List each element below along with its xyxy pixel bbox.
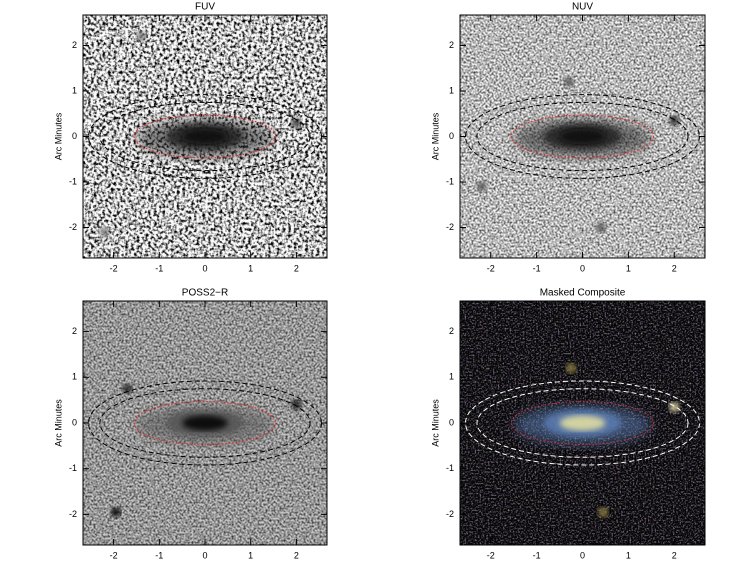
star — [669, 115, 680, 126]
panel: NUV Arc Minutes -2 -1 0 1 2 -2 -1 0 1 2 — [430, 2, 706, 273]
star — [291, 117, 302, 128]
inner-ellipse — [510, 114, 655, 159]
panel-title: POSS2−R — [182, 288, 228, 299]
y-tick-label: 0 — [449, 131, 454, 141]
y-tick-label: 2 — [72, 326, 77, 336]
star — [669, 402, 680, 413]
x-tick-label: -2 — [487, 263, 495, 273]
y-axis-label: Arc Minutes — [430, 112, 440, 160]
y-axis-label: Arc Minutes — [53, 399, 63, 447]
image — [460, 15, 705, 258]
y-tick-label: -1 — [446, 463, 454, 473]
aperture-ellipse — [476, 101, 689, 172]
x-tick-label: -2 — [110, 263, 118, 273]
star — [136, 31, 147, 42]
star — [291, 399, 302, 410]
panel-title: Masked Composite — [540, 288, 626, 299]
y-tick-label: 0 — [72, 417, 77, 427]
y-tick-label: -2 — [69, 509, 77, 519]
x-tick-label: 1 — [626, 550, 631, 560]
panel-title: FUV — [195, 2, 215, 13]
star — [563, 76, 574, 87]
galaxy-core — [182, 128, 228, 145]
star — [476, 181, 487, 192]
y-tick-label: -1 — [69, 176, 77, 186]
x-tick-label: 0 — [580, 550, 585, 560]
panel: POSS2−R Arc Minutes -2 -1 0 1 2 -2 -1 0 1 2 — [53, 288, 328, 560]
galaxy-core — [559, 415, 606, 431]
x-tick-label: 0 — [202, 263, 207, 273]
y-tick-label: 2 — [449, 40, 454, 50]
aperture-ellipse — [99, 388, 311, 458]
x-tick-label: 2 — [294, 263, 299, 273]
x-tick-label: 0 — [202, 550, 207, 560]
y-tick-label: 1 — [72, 372, 77, 382]
y-tick-label: 0 — [449, 417, 454, 427]
panel: FUV Arc Minutes -2 -1 0 1 2 -2 -1 0 1 2 — [53, 2, 328, 273]
y-axis-label: Arc Minutes — [430, 399, 440, 447]
x-tick-label: 0 — [580, 263, 585, 273]
y-tick-label: 1 — [449, 85, 454, 95]
x-tick-label: -2 — [487, 550, 495, 560]
y-tick-label: -1 — [69, 463, 77, 473]
x-tick-label: 1 — [626, 263, 631, 273]
star — [122, 383, 133, 394]
panel: Masked Composite Arc Minutes -2 -1 0 1 2 -2 -1 0 1… — [430, 288, 706, 560]
inner-ellipse — [133, 114, 277, 159]
y-tick-label: 1 — [72, 85, 77, 95]
x-tick-label: -1 — [155, 550, 163, 560]
image — [460, 301, 705, 545]
y-tick-label: 0 — [72, 131, 77, 141]
y-axis-label: Arc Minutes — [53, 112, 63, 160]
star — [566, 363, 577, 374]
y-tick-label: 1 — [449, 372, 454, 382]
image — [83, 15, 327, 258]
star — [595, 222, 606, 233]
inner-ellipse — [510, 400, 655, 446]
aperture-ellipse — [476, 388, 689, 458]
y-tick-label: -2 — [446, 222, 454, 232]
x-tick-label: 2 — [672, 550, 677, 560]
galaxy-core — [559, 128, 606, 145]
y-tick-label: -2 — [69, 222, 77, 232]
x-tick-label: 1 — [248, 263, 253, 273]
panel-title: NUV — [572, 2, 593, 13]
x-tick-label: -2 — [110, 550, 118, 560]
x-tick-label: 2 — [672, 263, 677, 273]
x-tick-label: -1 — [533, 263, 541, 273]
x-tick-label: -1 — [533, 550, 541, 560]
star — [110, 507, 121, 518]
aperture-ellipse — [99, 101, 311, 172]
inner-ellipse — [133, 400, 277, 446]
y-tick-label: -1 — [446, 176, 454, 186]
y-tick-label: -2 — [446, 509, 454, 519]
y-tick-label: 2 — [449, 326, 454, 336]
image — [83, 301, 327, 545]
x-tick-label: 2 — [294, 550, 299, 560]
x-tick-label: 1 — [248, 550, 253, 560]
x-tick-label: -1 — [155, 263, 163, 273]
y-tick-label: 2 — [72, 40, 77, 50]
galaxy-core — [182, 415, 228, 431]
star — [99, 227, 110, 238]
star — [598, 507, 609, 518]
